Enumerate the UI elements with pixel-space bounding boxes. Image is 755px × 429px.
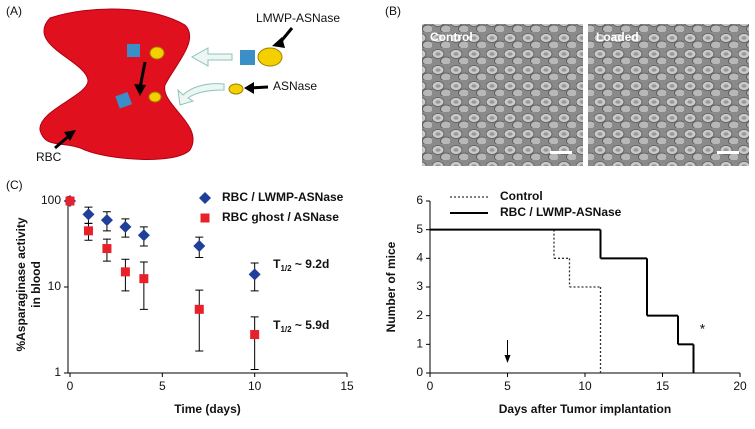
protein-icon: [127, 44, 140, 57]
annotation: T1/2 ~ 5.9d: [273, 318, 329, 334]
annotation-subscript: 1/2: [280, 264, 292, 273]
point: [194, 304, 204, 314]
panel-label: (A): [6, 4, 22, 18]
arrow: [138, 61, 147, 89]
error-bar: [139, 261, 148, 310]
legend-label: RBC ghost / ASNase: [222, 210, 339, 224]
image-label: Control: [430, 30, 473, 44]
scale-bar: [717, 151, 739, 154]
legend-label: RBC / LWMP-ASNase: [222, 190, 344, 204]
point: [193, 239, 206, 252]
annotation-text: ~ 5.9d: [292, 318, 330, 332]
legend-marker: [199, 192, 211, 204]
point: [65, 196, 75, 206]
point: [82, 208, 95, 221]
x-tick-label: 5: [504, 379, 511, 393]
arrow: [190, 47, 233, 67]
point: [119, 220, 132, 233]
arrow: [134, 84, 146, 96]
point: [102, 244, 112, 254]
protein-icon: [115, 91, 132, 109]
enzyme-icon: [257, 47, 283, 67]
error-bar: [250, 316, 259, 370]
legend-marker: [200, 213, 210, 223]
annotation: *: [700, 321, 706, 337]
enzyme-icon: [149, 46, 165, 60]
arrow: [177, 83, 225, 106]
y-tick-label: 10: [48, 279, 62, 293]
x-tick-label: 20: [733, 379, 747, 393]
enzyme-icon: [228, 83, 244, 95]
x-tick-label: 10: [248, 379, 262, 393]
point: [120, 267, 130, 277]
micrograph: [422, 24, 583, 166]
point: [250, 330, 260, 340]
protein-icon: [240, 50, 255, 65]
x-axis-label: Days after Tumor implantation: [499, 402, 671, 416]
image-label: Loaded: [596, 30, 639, 44]
arrow: [272, 37, 285, 48]
enzyme-icon: [148, 91, 162, 103]
annotation-text: ~ 9.2d: [292, 257, 330, 271]
label: ASNase: [273, 79, 317, 93]
panel-a: (A) LMWP-ASNase ASNase RBC: [6, 4, 340, 164]
legend-label: RBC / LWMP-ASNase: [500, 205, 622, 219]
x-tick-label: 10: [578, 379, 592, 393]
x-tick-label: 15: [340, 379, 354, 393]
y-tick-label: 6: [416, 193, 423, 207]
y-axis-label: Number of mice: [384, 241, 398, 332]
point: [248, 268, 261, 281]
y-tick-label: 2: [416, 308, 423, 322]
y-tick-label: 5: [416, 222, 423, 236]
annotation-text: T: [273, 318, 281, 332]
legend-label: Control: [500, 189, 543, 203]
y-tick-label: 1: [416, 337, 423, 351]
x-tick-label: 0: [67, 379, 74, 393]
panel-b: (B) Control Loaded: [385, 4, 749, 166]
y-tick-label: 3: [416, 279, 423, 293]
x-tick-label: 0: [427, 379, 434, 393]
rbc-shape: [39, 8, 194, 160]
error-bar: [195, 289, 204, 352]
y-tick-label: 1: [54, 365, 61, 379]
y-axis-label: in blood: [29, 261, 43, 308]
annotation-subscript: 1/2: [280, 325, 292, 334]
micrograph: [588, 24, 749, 166]
x-tick-label: 15: [656, 379, 670, 393]
y-tick-label: 0: [416, 365, 423, 379]
label: RBC: [36, 150, 62, 164]
point: [139, 274, 149, 284]
y-axis-label: %Asparaginase activity: [14, 217, 28, 351]
y-tick-label: 4: [416, 251, 423, 265]
label: LMWP-ASNase: [256, 11, 340, 25]
point: [83, 226, 93, 236]
point: [100, 214, 113, 227]
x-axis-label: Time (days): [174, 402, 240, 416]
scale-bar: [550, 151, 572, 154]
arrow: [504, 355, 511, 363]
arrow: [244, 82, 254, 94]
panel-label: (C): [6, 178, 23, 192]
x-tick-label: 5: [159, 379, 166, 393]
panel-label: (B): [385, 4, 401, 18]
point: [137, 229, 150, 242]
annotation-text: T: [273, 257, 281, 271]
annotation: T1/2 ~ 9.2d: [273, 257, 329, 273]
y-tick-label: 100: [41, 193, 61, 207]
arrow: [64, 130, 76, 141]
